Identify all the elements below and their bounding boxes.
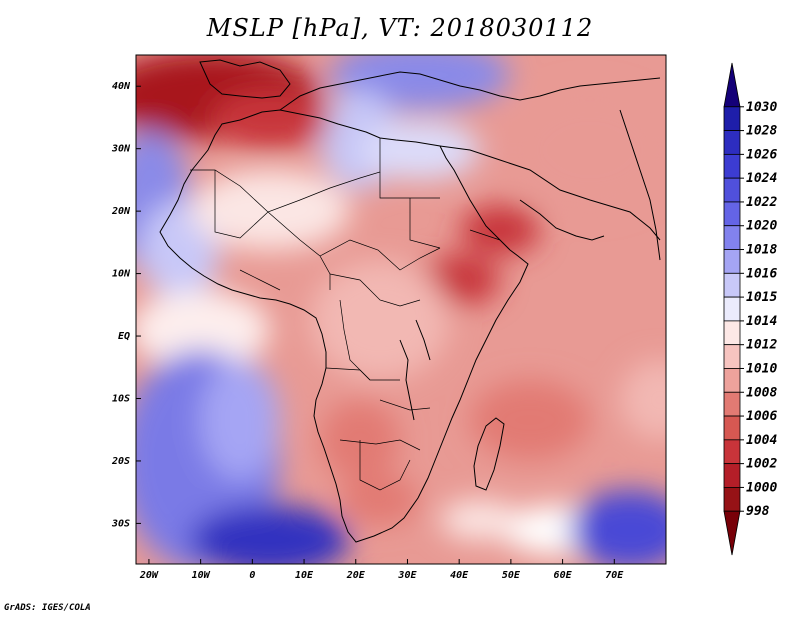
lon-tick-label: 40E [450,570,469,581]
colorbar-swatch [723,272,741,298]
grads-credit: GrADS: IGES/COLA [4,603,91,613]
colorbar-swatch [723,130,741,155]
lon-tick-label: 60E [554,570,573,581]
lat-tick-label: EQ [118,331,130,342]
lat-tick-label: 10S [112,393,130,404]
colorbar-swatch [723,62,741,108]
lat-tick-label: 30S [111,518,130,529]
colorbar-label: 1014 [746,314,777,329]
colorbar-swatch [723,320,741,346]
colorbar-swatch [723,510,741,556]
colorbar-label: 1030 [746,100,777,115]
colorbar: 1030 1028 1026 1024 1022 1020 1018 1016 1015 1014… [723,62,777,556]
lat-tick-label: 40N [112,81,131,92]
colorbar-label: 1000 [746,480,777,495]
coastlines [159,59,661,543]
lat-tick-label: 20N [111,206,131,217]
latitude-axis: 40N 30N 20N 10N EQ 10S 20S 30S [111,81,141,529]
colorbar-swatch [723,487,741,512]
lon-tick-label: 10E [295,570,314,581]
colorbar-label: 1015 [746,290,777,305]
lon-tick-label: 50E [502,570,521,581]
colorbar-swatch [723,296,741,322]
lon-tick-label: 0 [249,570,255,581]
colorbar-label: 1028 [746,124,777,139]
colorbar-swatch [723,249,741,274]
lon-tick-label: 20E [346,570,366,581]
colorbar-label: 998 [746,504,770,519]
lon-tick-label: 70E [605,570,624,581]
colorbar-swatch [723,177,741,203]
colorbar-swatch [723,344,741,369]
colorbar-label: 1016 [746,266,777,281]
lon-tick-label: 20W [139,570,159,581]
colorbar-label: 1022 [746,195,777,210]
country-borders [190,138,501,491]
colorbar-label: 1010 [746,361,777,376]
colorbar-swatch [723,415,741,441]
lat-tick-label: 30N [111,144,131,155]
colorbar-swatch [723,225,741,250]
lon-tick-label: 10W [192,570,211,581]
map-title: MSLP [hPa], VT: 2018030112 [206,14,594,42]
colorbar-label: 1006 [746,409,777,424]
colorbar-label: 1020 [746,219,777,234]
colorbar-swatch [723,463,741,488]
colorbar-label: 1002 [746,457,777,472]
colorbar-label: 1026 [746,147,777,162]
colorbar-label: 1018 [746,243,777,258]
colorbar-label: 1008 [746,385,777,400]
pressure-field [136,55,666,564]
colorbar-swatch [723,368,741,393]
colorbar-swatch [723,106,741,131]
longitude-axis: 20W 10W 0 10E 20E 30E 40E 50E 60E 70E [139,559,624,581]
colorbar-label: 1004 [746,433,777,448]
lat-tick-label: 10N [112,269,131,280]
colorbar-swatch [723,439,741,465]
lon-tick-label: 30E [397,570,417,581]
colorbar-swatch [723,201,741,227]
colorbar-swatch [723,391,741,417]
colorbar-label: 1012 [746,338,777,353]
plot-frame [135,54,667,565]
colorbar-label: 1024 [746,171,777,186]
colorbar-swatch [723,153,741,179]
lat-tick-label: 20S [111,456,130,467]
